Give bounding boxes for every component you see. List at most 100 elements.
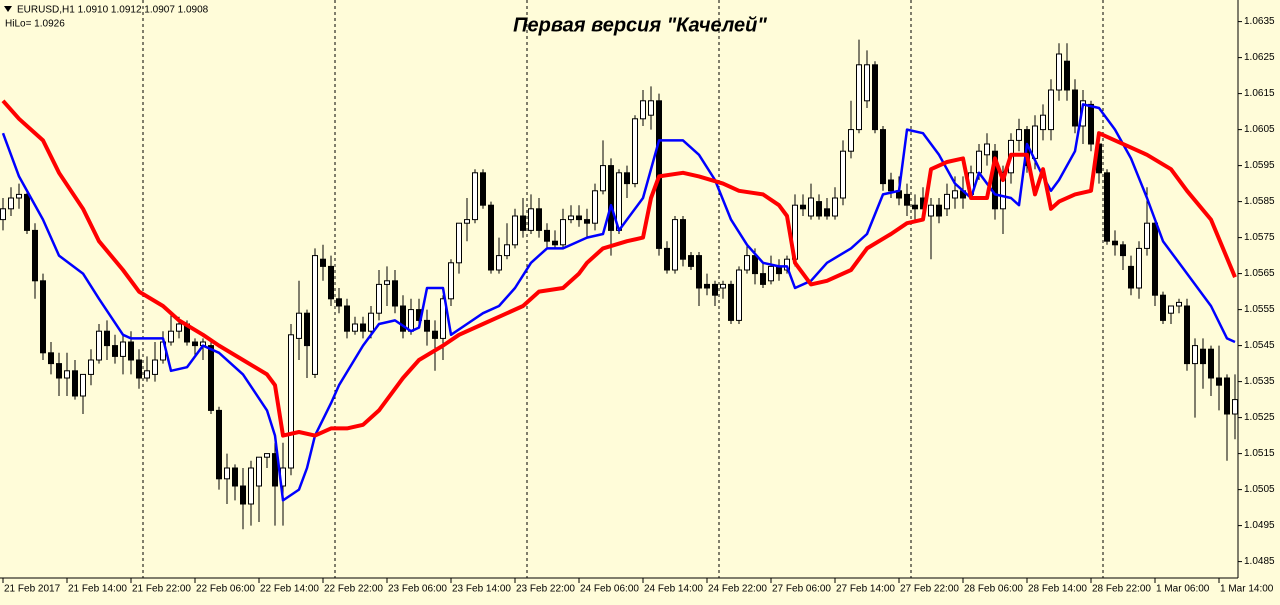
collapse-icon[interactable]	[4, 6, 12, 12]
candle-body	[128, 341, 134, 361]
candle-body	[120, 341, 126, 357]
candle-body	[352, 323, 358, 332]
y-tick-label: 1.0635	[1244, 16, 1275, 27]
candle-body	[760, 273, 766, 285]
candle-body	[440, 298, 446, 339]
candle-body	[328, 265, 334, 300]
y-tick-label: 1.0495	[1244, 520, 1275, 531]
candle-body	[224, 467, 230, 480]
candle-body	[1104, 172, 1110, 242]
candle-body	[96, 330, 102, 361]
candle-body	[608, 165, 614, 231]
candle-body	[856, 64, 862, 131]
candle-body	[112, 345, 118, 357]
x-tick-label: 28 Feb 06:00	[964, 584, 1023, 595]
candle-body	[680, 219, 686, 260]
candle-body	[816, 201, 822, 217]
candle-body	[288, 334, 294, 469]
candle-body	[296, 312, 302, 339]
candle-body	[272, 453, 278, 487]
candle-body	[336, 298, 342, 307]
x-tick-label: 21 Feb 2017	[4, 584, 61, 595]
candle-body	[1072, 89, 1078, 127]
candle-body	[168, 330, 174, 343]
x-tick-label: 22 Feb 06:00	[196, 584, 255, 595]
candle-body	[40, 280, 46, 354]
candle-body	[80, 373, 86, 397]
candle-body	[624, 172, 630, 185]
y-tick-label: 1.0565	[1244, 268, 1275, 279]
candle-body	[512, 215, 518, 246]
candle-body	[720, 283, 726, 289]
candle-body	[400, 305, 406, 332]
candle-body	[1152, 222, 1158, 296]
candle-body	[536, 208, 542, 231]
candle-body	[368, 312, 374, 332]
candle-body	[664, 247, 670, 271]
y-tick-label: 1.0595	[1244, 160, 1275, 171]
candle-body	[944, 193, 950, 210]
y-tick-label: 1.0505	[1244, 484, 1275, 495]
x-tick-label: 21 Feb 14:00	[68, 584, 127, 595]
candle-body	[1160, 294, 1166, 321]
candle-body	[1128, 265, 1134, 289]
candle-body	[576, 215, 582, 221]
candle-body	[1168, 305, 1174, 314]
candle-body	[1216, 377, 1222, 386]
candle-body	[1032, 125, 1038, 159]
y-tick-label: 1.0525	[1244, 412, 1275, 423]
candle-body	[496, 255, 502, 271]
candle-body	[1192, 345, 1198, 365]
candle-body	[784, 258, 790, 271]
candle-body	[464, 219, 470, 224]
candle-body	[152, 359, 158, 375]
candle-body	[632, 118, 638, 185]
candle-body	[136, 359, 142, 379]
candle-body	[848, 129, 854, 152]
candle-body	[360, 323, 366, 332]
chart-title: Первая версия "Качелей"	[513, 14, 767, 36]
candle-body	[56, 363, 62, 379]
candle-body	[384, 280, 390, 285]
candle-body	[32, 229, 38, 282]
candle-body	[104, 330, 110, 347]
candle-body	[552, 240, 558, 246]
candle-body	[584, 219, 590, 224]
candle-body	[176, 323, 182, 332]
candle-body	[1064, 60, 1070, 91]
candle-body	[984, 143, 990, 156]
x-tick-label: 22 Feb 14:00	[260, 584, 319, 595]
x-tick-label: 22 Feb 22:00	[324, 584, 383, 595]
candle-body	[64, 370, 70, 379]
candle-body	[504, 244, 510, 257]
candle-body	[736, 269, 742, 321]
candle-body	[824, 208, 830, 217]
candle-body	[1016, 129, 1022, 141]
candle-body	[232, 467, 238, 487]
candle-body	[832, 197, 838, 217]
candle-body	[432, 330, 438, 339]
y-tick-label: 1.0485	[1244, 556, 1275, 567]
x-tick-label: 27 Feb 06:00	[772, 584, 831, 595]
candle-body	[256, 456, 262, 487]
candle-body	[928, 204, 934, 217]
candle-body	[0, 208, 6, 221]
y-tick-label: 1.0545	[1244, 340, 1275, 351]
candle-body	[1136, 247, 1142, 289]
candle-body	[744, 255, 750, 271]
candle-body	[248, 467, 254, 505]
candle-body	[712, 283, 718, 296]
y-tick-label: 1.0615	[1244, 88, 1275, 99]
candle-body	[704, 283, 710, 289]
x-tick-label: 1 Mar 14:00	[1220, 584, 1274, 595]
candle-body	[144, 370, 150, 379]
candle-body	[480, 172, 486, 206]
candle-body	[1056, 53, 1062, 91]
candle-body	[592, 190, 598, 224]
symbol-info: EURUSD,H1 1.0910 1.0912 1.0907 1.0908	[17, 5, 209, 16]
y-tick-label: 1.0515	[1244, 448, 1275, 459]
candle-body	[408, 309, 414, 332]
candle-body	[640, 100, 646, 120]
x-tick-label: 27 Feb 22:00	[900, 584, 959, 595]
candle-body	[1112, 240, 1118, 246]
